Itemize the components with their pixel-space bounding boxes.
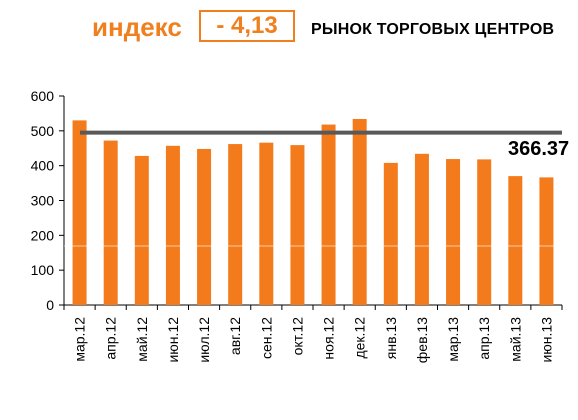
bar	[228, 144, 243, 305]
bar	[352, 118, 367, 306]
y-tick-label: 100	[31, 262, 55, 278]
bar	[321, 124, 336, 306]
x-tick-label: май.13	[507, 317, 523, 362]
x-tick-label: янв.13	[383, 317, 399, 359]
x-tick-label: мар.12	[72, 317, 88, 362]
x-tick-label: апр.13	[476, 317, 492, 360]
y-tick-label: 300	[31, 193, 55, 209]
x-tick-label: ноя.12	[321, 317, 337, 360]
x-tick-label: сен.12	[258, 317, 274, 359]
y-tick-label: 600	[31, 88, 55, 104]
x-tick-label: авг.12	[227, 317, 243, 355]
bar	[103, 140, 118, 305]
bar	[414, 153, 429, 305]
bar	[259, 142, 274, 305]
market-title: РЫНОК ТОРГОВЫХ ЦЕНТРОВ	[311, 21, 555, 38]
y-tick-label: 200	[31, 227, 55, 243]
reference-value-label: 366.37	[508, 138, 569, 160]
x-tick-label: фев.13	[414, 317, 430, 363]
x-tick-label: апр.12	[103, 317, 119, 360]
bar	[134, 155, 149, 305]
x-tick-label: окт.12	[289, 317, 305, 356]
x-tick-label: июл.12	[196, 317, 212, 363]
bar	[383, 162, 398, 305]
header: индекс - 4,13 РЫНОК ТОРГОВЫХ ЦЕНТРОВ	[0, 0, 578, 50]
index-label: индекс	[92, 12, 182, 42]
x-tick-label: дек.12	[352, 317, 368, 359]
bar	[290, 145, 305, 305]
x-tick-label: май.12	[134, 317, 150, 362]
x-tick-label: июн.12	[165, 317, 181, 363]
x-tick-label: мар.13	[445, 317, 461, 362]
bar	[539, 177, 554, 305]
bar	[508, 176, 523, 305]
y-tick-label: 0	[46, 297, 54, 313]
bar	[477, 159, 492, 305]
y-tick-label: 500	[31, 123, 55, 139]
bar	[197, 148, 212, 305]
x-tick-label: июн.13	[538, 317, 554, 363]
bar	[72, 120, 87, 305]
bar	[165, 145, 180, 305]
y-tick-label: 400	[31, 158, 55, 174]
index-value-box: - 4,13	[199, 10, 295, 42]
bar	[446, 159, 461, 305]
